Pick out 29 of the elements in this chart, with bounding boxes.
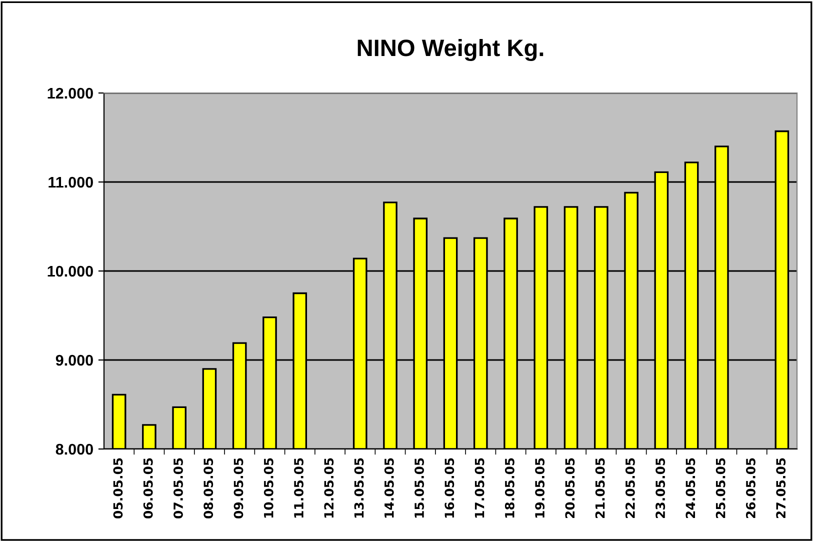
y-tick-label: 10.000 xyxy=(48,266,93,277)
x-tick-label: 24.05.05 xyxy=(686,458,696,518)
y-tick-label: 9.000 xyxy=(56,354,93,366)
x-tick-label: 10.05.05 xyxy=(264,458,274,518)
x-tick-label: 20.05.05 xyxy=(565,458,575,518)
x-tick-label: 26.05.05 xyxy=(746,458,756,518)
x-tick-label: 17.05.05 xyxy=(474,458,484,518)
x-tick-label: 21.05.05 xyxy=(595,458,605,518)
x-tick-label: 25.05.05 xyxy=(716,458,726,518)
x-tick-label: 27.05.05 xyxy=(776,458,786,518)
x-tick-label: 09.05.05 xyxy=(234,458,244,518)
x-tick-label: 22.05.05 xyxy=(625,458,635,518)
x-tick-label: 12.05.05 xyxy=(324,458,334,518)
x-tick-label: 05.05.05 xyxy=(113,458,123,518)
x-tick-label: 08.05.05 xyxy=(204,458,214,518)
x-tick-label: 18.05.05 xyxy=(504,458,514,518)
x-tick-label: 07.05.05 xyxy=(174,458,183,518)
x-tick-label: 13.05.05 xyxy=(354,458,364,518)
x-tick-label: 15.05.05 xyxy=(414,458,424,518)
x-tick-label: 16.05.05 xyxy=(444,458,454,518)
y-tick-label: 8.000 xyxy=(56,444,93,455)
x-tick-label: 06.05.05 xyxy=(143,458,153,518)
chart-title: NINO Weight Kg. xyxy=(358,38,544,62)
x-tick-label: 11.05.05 xyxy=(294,458,304,518)
y-tick-label: 12.000 xyxy=(48,88,93,99)
y-tick-label: 11.000 xyxy=(48,176,93,188)
x-tick-label: 19.05.05 xyxy=(535,458,545,518)
x-tick-label: 14.05.05 xyxy=(384,458,394,518)
x-tick-label: 23.05.05 xyxy=(656,458,666,518)
